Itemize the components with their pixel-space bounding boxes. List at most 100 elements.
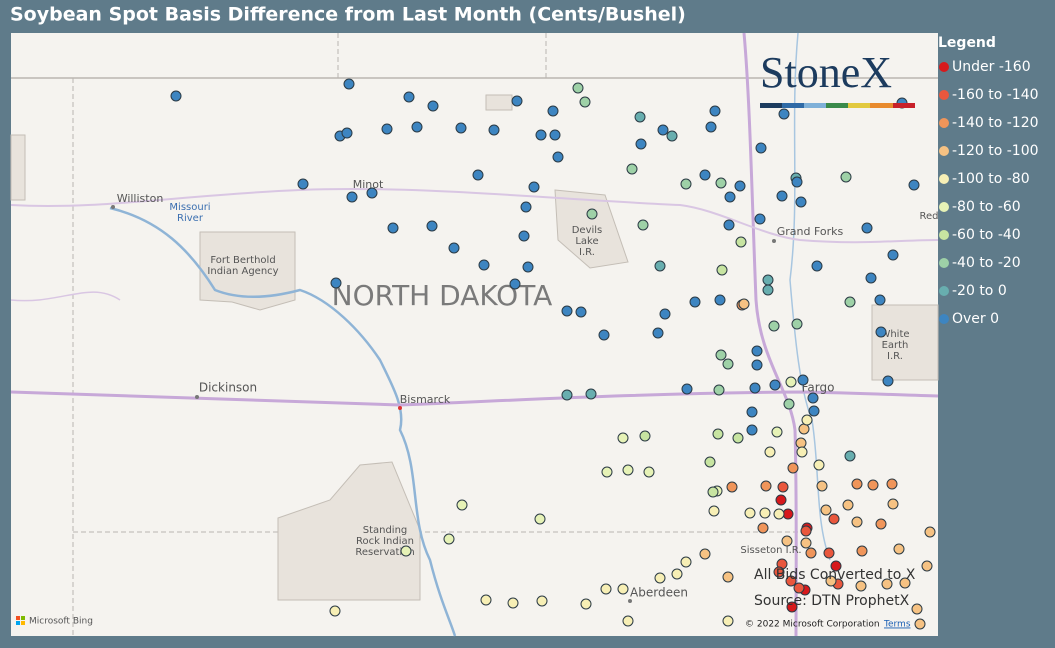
place-label: Missouri	[169, 202, 210, 213]
place-label: Sisseton I.R.	[740, 545, 801, 556]
bid-location-dot	[842, 499, 854, 511]
place-label: Indian Agency	[207, 266, 278, 277]
logo-text: StoneX	[760, 48, 892, 97]
bid-location-dot	[914, 618, 926, 630]
legend-swatch	[939, 258, 949, 268]
legend-swatch	[939, 286, 949, 296]
bid-location-dot	[797, 374, 809, 386]
bid-location-dot	[341, 127, 353, 139]
bid-location-dot	[865, 272, 877, 284]
bid-location-dot	[443, 533, 455, 545]
bid-location-dot	[759, 507, 771, 519]
bid-location-dot	[708, 505, 720, 517]
bid-location-dot	[427, 100, 439, 112]
place-label: White	[880, 329, 909, 340]
bid-location-dot	[768, 320, 780, 332]
place-label: I.R.	[887, 351, 903, 362]
bid-location-dot	[851, 478, 863, 490]
bid-location-dot	[773, 508, 785, 520]
bid-location-dot	[617, 432, 629, 444]
bid-location-dot	[400, 545, 412, 557]
basemap	[10, 32, 939, 637]
bid-location-dot	[830, 560, 842, 572]
bid-location-dot	[769, 379, 781, 391]
bid-location-dot	[811, 260, 823, 272]
place-label: Standing	[363, 525, 408, 536]
legend-label: -80 to -60	[952, 199, 1021, 215]
bid-location-dot	[762, 274, 774, 286]
legend-title: Legend	[938, 35, 996, 51]
bid-location-dot	[793, 582, 805, 594]
bid-location-dot	[867, 479, 879, 491]
bid-location-dot	[751, 345, 763, 357]
bid-location-dot	[387, 222, 399, 234]
bid-location-dot	[601, 466, 613, 478]
bid-location-dot	[561, 389, 573, 401]
place-label: Dickinson	[199, 381, 257, 395]
bid-location-dot	[652, 327, 664, 339]
logo: StoneX	[760, 48, 915, 108]
bid-location-dot	[329, 605, 341, 617]
bid-location-dot	[861, 222, 873, 234]
bid-location-dot	[622, 615, 634, 627]
bid-location-dot	[755, 142, 767, 154]
place-label: Rock Indian	[356, 536, 414, 547]
place-label: Fargo	[802, 381, 835, 395]
note: All Bids Converted to X	[754, 567, 916, 583]
bid-location-dot	[522, 261, 534, 273]
bid-location-dot	[820, 504, 832, 516]
bid-location-dot	[856, 545, 868, 557]
bid-location-dot	[887, 249, 899, 261]
bid-location-dot	[580, 598, 592, 610]
bid-location-dot	[659, 308, 671, 320]
bid-location-dot	[654, 572, 666, 584]
legend-swatch	[939, 118, 949, 128]
bid-location-dot	[735, 236, 747, 248]
bid-location-dot	[598, 329, 610, 341]
bid-location-dot	[751, 359, 763, 371]
bid-location-dot	[723, 219, 735, 231]
legend-label: -140 to -120	[952, 115, 1039, 131]
bid-location-dot	[617, 583, 629, 595]
bid-location-dot	[886, 478, 898, 490]
bing-logo	[16, 616, 25, 625]
bid-location-dot	[480, 594, 492, 606]
bid-location-dot	[840, 171, 852, 183]
legend-label: -100 to -80	[952, 171, 1030, 187]
legend: Under -160 -160 to -140 -140 to -120 -120 t…	[939, 59, 1039, 327]
place-label: Reservation	[355, 547, 414, 558]
bid-location-dot	[722, 615, 734, 627]
bid-location-dot	[639, 430, 651, 442]
bid-location-dot	[585, 388, 597, 400]
legend-swatch	[939, 314, 949, 324]
bid-location-dot	[762, 284, 774, 296]
legend-swatch	[939, 90, 949, 100]
place-label: I.R.	[579, 247, 595, 258]
bid-location-dot	[478, 259, 490, 271]
bid-location-dot	[813, 459, 825, 471]
legend-swatch	[939, 230, 949, 240]
bid-location-dot	[911, 603, 923, 615]
bid-location-dot	[921, 560, 933, 572]
provider: Microsoft Bing	[29, 617, 93, 627]
bid-location-dot	[881, 578, 893, 590]
legend-label: -60 to -40	[952, 227, 1021, 243]
bid-location-dot	[776, 190, 788, 202]
legend-label: Over 0	[952, 311, 999, 327]
bid-location-dot	[816, 480, 828, 492]
bid-location-dot	[771, 426, 783, 438]
place-label: Williston	[117, 192, 164, 205]
legend-label: -40 to -20	[952, 255, 1021, 271]
bid-location-dot	[754, 213, 766, 225]
bid-location-dot	[887, 498, 899, 510]
bid-location-dot	[724, 191, 736, 203]
bid-location-dot	[825, 575, 837, 587]
bid-location-dot	[634, 111, 646, 123]
bid-location-dot	[330, 277, 342, 289]
bid-location-dot	[786, 601, 798, 613]
place-label: Aberdeen	[630, 586, 688, 600]
note: Source: DTN ProphetX	[754, 593, 910, 609]
bid-location-dot	[170, 90, 182, 102]
terms-link[interactable]: Terms	[883, 620, 911, 630]
